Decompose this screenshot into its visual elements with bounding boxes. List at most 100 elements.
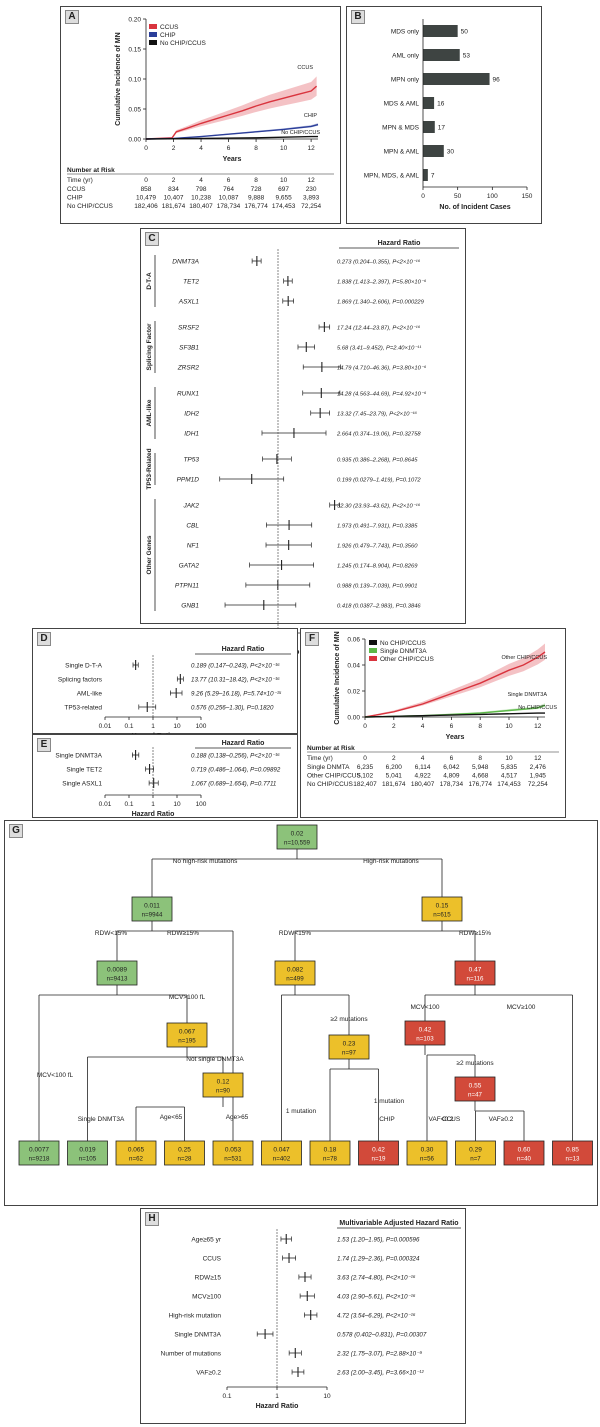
- node-n: n=28: [178, 1156, 192, 1163]
- risk-time: 10: [280, 177, 288, 184]
- node-n: n=40: [517, 1156, 531, 1163]
- x-tick-label: 0.01: [99, 801, 112, 808]
- risk-value: 858: [141, 186, 152, 193]
- tree-node: [455, 1140, 496, 1166]
- edge-label: MCV>100 fL: [169, 994, 206, 1001]
- node-value: 0.18: [324, 1147, 337, 1154]
- legend-label: CCUS: [160, 24, 179, 31]
- edge-label: High-risk mutations: [363, 858, 419, 865]
- y-tick-label: 0.02: [347, 689, 360, 696]
- node-n: n=531: [224, 1156, 242, 1163]
- y-tick-label: 0.00: [347, 715, 360, 722]
- gene-label: SRSF2: [178, 325, 199, 332]
- bar-value-label: 7: [431, 173, 435, 180]
- node-value: 0.47: [469, 967, 482, 974]
- risk-value: 10,407: [164, 195, 184, 202]
- node-n: n=13: [566, 1156, 580, 1163]
- risk-value: 2,476: [530, 764, 547, 771]
- node-value: 0.0077: [29, 1147, 49, 1154]
- legend-label: Other CHIP/CCUS: [380, 656, 434, 663]
- node-n: n=47: [468, 1092, 482, 1099]
- gene-label: TET2: [183, 279, 199, 286]
- bar: [423, 97, 435, 109]
- risk-value: 6,235: [357, 764, 374, 771]
- node-value: 0.082: [287, 967, 304, 974]
- edge-label: 1 mutation: [286, 1108, 317, 1115]
- hr-text: 0.988 (0.139–7.039), P=0.9901: [337, 584, 417, 590]
- risk-value: 4,668: [472, 773, 489, 780]
- risk-value: 9,888: [248, 195, 265, 202]
- hr-text: 0.578 (0.402–0.831), P=0.00307: [337, 1332, 427, 1339]
- edge-label: RDW≥15%: [167, 930, 199, 937]
- bar-category-label: MDS only: [391, 29, 420, 36]
- edge-label: Age>65: [226, 1114, 249, 1121]
- gene-label: PTPN11: [175, 583, 199, 590]
- risk-value: 4,922: [414, 773, 431, 780]
- x-tick-label: 2: [392, 723, 396, 730]
- node-value: 0.23: [343, 1041, 356, 1048]
- row-label: Single DNMT3A: [55, 753, 102, 760]
- tree-node: [421, 896, 463, 922]
- risk-value: 10,479: [136, 195, 156, 202]
- edge-label: Age<65: [160, 1114, 183, 1121]
- x-tick-label: 10: [505, 723, 513, 730]
- risk-value: 728: [251, 186, 262, 193]
- tree-node: [404, 1020, 446, 1046]
- node-n: n=90: [216, 1088, 230, 1095]
- hr-text: 17.24 (12.44–23.87), P<2×10⁻¹⁶: [337, 325, 421, 332]
- risk-table-title: Number at Risk: [307, 745, 355, 752]
- risk-value: 6,042: [443, 764, 460, 771]
- incidence-chart-a: 0.00 0.05 0.10 0.15 0.20 0 2 4 6 8 10 12 Years Cumula…: [67, 17, 334, 210]
- hr-text: 1.74 (1.29–2.36), P=0.000324: [337, 1256, 420, 1263]
- risk-value: 4,809: [443, 773, 460, 780]
- risk-value: 178,734: [440, 781, 464, 788]
- gene-label: ZRSR2: [177, 365, 200, 372]
- risk-value: 176,774: [468, 781, 492, 788]
- edge-label: CHIP: [379, 1116, 395, 1123]
- gene-label: NF1: [187, 543, 200, 550]
- panel-h: H Age≥65 yr 1.53 (1.20–1.95), P=0.000596 C…: [140, 1208, 466, 1424]
- x-tick-label: 8: [478, 723, 482, 730]
- risk-row-name: CHIP: [67, 195, 83, 202]
- node-n: n=195: [178, 1038, 196, 1045]
- x-tick-label: 100: [196, 801, 207, 808]
- node-n: n=97: [342, 1050, 356, 1057]
- x-tick-label: 4: [199, 145, 203, 152]
- row-label: Splicing factors: [58, 677, 103, 684]
- panel-label-b: B: [351, 10, 365, 24]
- gene-label: IDH1: [184, 431, 199, 438]
- x-tick-label: 1: [151, 723, 155, 730]
- x-tick-label: 150: [522, 193, 533, 200]
- y-tick-label: 0.10: [128, 77, 141, 84]
- panel-label-h: H: [145, 1212, 159, 1226]
- panel-b: B MDS only 50 AML only 53 MPN only 96 MDS & AM…: [346, 6, 542, 224]
- curve-label: CHIP: [304, 113, 317, 119]
- tree-node: [131, 896, 173, 922]
- x-tick-label: 0: [144, 145, 148, 152]
- tree-node: [454, 960, 496, 986]
- panel-d: D Single D-T-A 0.189 (0.147–0.243), P<2×1…: [32, 628, 298, 740]
- risk-value: 180,407: [189, 203, 213, 210]
- bar: [423, 25, 458, 37]
- panel-label-e: E: [37, 738, 51, 752]
- curve-label: No CHIP/CCUS: [518, 705, 557, 711]
- x-tick-label: 12: [534, 723, 542, 730]
- x-tick-label: 8: [254, 145, 258, 152]
- risk-value: 174,453: [497, 781, 521, 788]
- edge-label: Not single DNMT3A: [186, 1056, 244, 1063]
- curve-label: Single DNMT3A: [508, 692, 548, 698]
- x-tick-label: 10: [280, 145, 288, 152]
- tree-node: [309, 1140, 351, 1166]
- bar-value-label: 50: [461, 29, 469, 36]
- node-value: 0.42: [419, 1027, 432, 1034]
- legend-swatch: [369, 656, 377, 661]
- gene-label: SF3B1: [179, 345, 199, 352]
- x-tick-label: 10: [173, 801, 181, 808]
- panel-g: G No high-risk mutations High-risk mutati…: [4, 820, 598, 1206]
- node-n: n=499: [286, 976, 304, 983]
- hr-text: 1.245 (0.174–8.904), P=0.8269: [337, 564, 418, 570]
- panel-label-c: C: [145, 232, 159, 246]
- edge-label: RDW<15%: [95, 930, 128, 937]
- hr-text: 4.03 (2.90–5.61), P<2×10⁻¹⁶: [337, 1294, 416, 1301]
- legend-swatch: [149, 24, 157, 29]
